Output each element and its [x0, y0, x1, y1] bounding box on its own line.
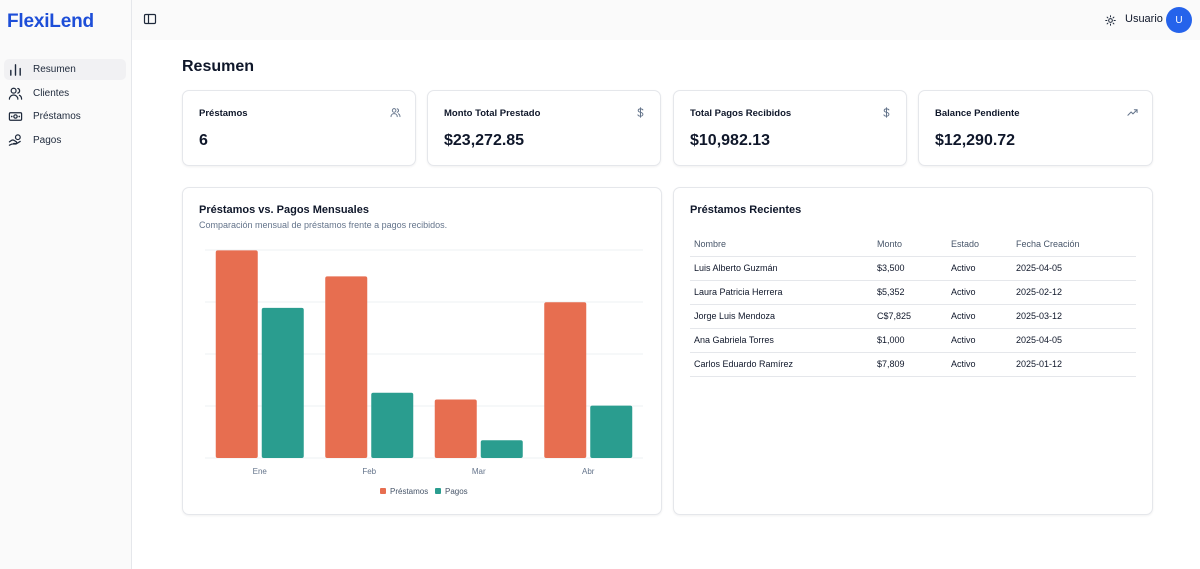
bar-pagos-mar[interactable]: [480, 440, 523, 458]
bar-pagos-feb[interactable]: [371, 392, 414, 458]
cell-fecha: 2025-02-12: [1012, 280, 1136, 305]
legend-swatch: [380, 488, 386, 494]
stat-value: $23,272.85: [444, 132, 525, 149]
bar-prstamos-abr[interactable]: [544, 302, 587, 458]
sidebar-item-label: Resumen: [33, 64, 76, 75]
bar-chart: Ene Feb Mar Abr Préstamos Pagos: [205, 249, 643, 496]
stat-title: Balance Pendiente: [935, 108, 1020, 119]
chart-subtitle: Comparación mensual de préstamos frente …: [199, 220, 448, 230]
sidebar-item-resumen[interactable]: Resumen: [4, 59, 126, 80]
table-row[interactable]: Laura Patricia Herrera $5,352 Activo 202…: [690, 280, 1136, 305]
cell-monto: $5,352: [873, 280, 947, 305]
table-row[interactable]: Luis Alberto Guzmán $3,500 Activo 2025-0…: [690, 256, 1136, 281]
bar-pagos-abr[interactable]: [590, 405, 633, 458]
stat-card-prestamos: Préstamos 6: [182, 90, 416, 166]
cell-fecha: 2025-04-05: [1012, 328, 1136, 353]
sidebar-item-pagos[interactable]: Pagos: [4, 130, 126, 151]
user-name[interactable]: Usuario: [1125, 13, 1163, 25]
cell-monto: $1,000: [873, 328, 947, 353]
x-tick-label: Abr: [582, 467, 595, 476]
stat-value: 6: [199, 132, 208, 149]
cell-nombre: Jorge Luis Mendoza: [690, 304, 873, 329]
sidebar: FlexiLend Resumen Clientes Préstamos Pag…: [0, 0, 132, 569]
cell-fecha: 2025-03-12: [1012, 304, 1136, 329]
sidebar-item-label: Clientes: [33, 87, 70, 99]
top-bar: Usuario U: [132, 0, 1200, 40]
sidebar-item-clientes[interactable]: Clientes: [4, 83, 126, 104]
stat-value: $10,982.13: [690, 132, 771, 149]
cell-estado: Activo: [947, 280, 1012, 305]
stat-title: Préstamos: [199, 108, 248, 119]
cell-estado: Activo: [947, 352, 1012, 377]
stat-card-monto-total: Monto Total Prestado $23,272.85: [427, 90, 661, 166]
cell-estado: Activo: [947, 256, 1012, 281]
table-row[interactable]: Carlos Eduardo Ramírez $7,809 Activo 202…: [690, 352, 1136, 377]
cell-fecha: 2025-04-05: [1012, 256, 1136, 281]
users-icon: [8, 86, 23, 101]
avatar[interactable]: U: [1166, 7, 1192, 33]
hand-coins-icon: [8, 133, 23, 148]
cell-monto: $3,500: [873, 256, 947, 281]
column-header: Estado: [947, 233, 1012, 257]
stat-title: Monto Total Prestado: [444, 108, 541, 119]
sidebar-item-label: Pagos: [33, 134, 62, 146]
bar-prstamos-feb[interactable]: [325, 276, 368, 458]
dollar-icon: [881, 107, 892, 118]
dollar-icon: [635, 107, 646, 118]
banknote-icon: [8, 109, 23, 124]
bar-prstamos-ene[interactable]: [215, 250, 258, 458]
users-icon: [390, 107, 401, 118]
cell-nombre: Ana Gabriela Torres: [690, 328, 873, 353]
sun-icon[interactable]: [1105, 13, 1116, 26]
stat-value: $12,290.72: [935, 132, 1016, 149]
recent-loans-panel: Préstamos Recientes Nombre Monto Estado …: [673, 187, 1153, 515]
stat-title: Total Pagos Recibidos: [690, 108, 792, 119]
bar-prstamos-mar[interactable]: [434, 399, 477, 459]
table-header-row: Nombre Monto Estado Fecha Creación: [690, 233, 1136, 257]
stat-card-total-pagos: Total Pagos Recibidos $10,982.13: [673, 90, 907, 166]
bar-pagos-ene[interactable]: [261, 307, 304, 458]
cell-monto: $7,809: [873, 352, 947, 377]
column-header: Monto: [873, 233, 947, 257]
cell-estado: Activo: [947, 328, 1012, 353]
legend-label: Préstamos: [390, 487, 428, 496]
cell-fecha: 2025-01-12: [1012, 352, 1136, 377]
cell-nombre: Laura Patricia Herrera: [690, 280, 873, 305]
legend-label: Pagos: [445, 487, 468, 496]
x-tick-label: Mar: [472, 467, 486, 476]
legend-swatch: [435, 488, 441, 494]
table-row[interactable]: Jorge Luis Mendoza C$7,825 Activo 2025-0…: [690, 304, 1136, 329]
x-tick-label: Ene: [253, 467, 268, 476]
cell-nombre: Carlos Eduardo Ramírez: [690, 352, 873, 377]
page-title: Resumen: [182, 58, 255, 75]
cell-estado: Activo: [947, 304, 1012, 329]
brand-logo[interactable]: FlexiLend: [7, 11, 94, 32]
table-row[interactable]: Ana Gabriela Torres $1,000 Activo 2025-0…: [690, 328, 1136, 353]
sidebar-toggle-icon[interactable]: [143, 12, 157, 26]
sidebar-item-prestamos[interactable]: Préstamos: [4, 106, 126, 127]
x-tick-label: Feb: [362, 467, 376, 476]
recent-loans-table: Nombre Monto Estado Fecha Creación Luis …: [690, 233, 1136, 377]
trending-up-icon: [1127, 107, 1138, 118]
recent-loans-title: Préstamos Recientes: [690, 204, 802, 216]
column-header: Fecha Creación: [1012, 233, 1136, 257]
sidebar-item-label: Préstamos: [33, 111, 81, 122]
bar-chart-icon: [8, 62, 23, 77]
cell-monto: C$7,825: [873, 304, 947, 329]
column-header: Nombre: [690, 233, 873, 257]
stat-card-balance: Balance Pendiente $12,290.72: [918, 90, 1153, 166]
chart-panel: Préstamos vs. Pagos Mensuales Comparació…: [182, 187, 662, 515]
cell-nombre: Luis Alberto Guzmán: [690, 256, 873, 281]
chart-title: Préstamos vs. Pagos Mensuales: [199, 204, 369, 216]
sidebar-nav: Resumen Clientes Préstamos Pagos: [4, 59, 126, 153]
